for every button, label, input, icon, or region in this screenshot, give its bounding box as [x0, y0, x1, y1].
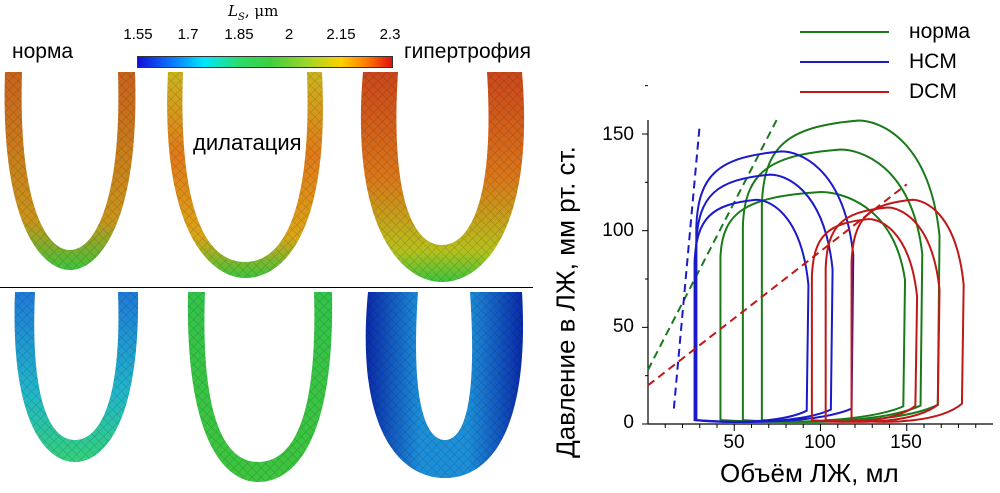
colorbar-tick: 2.15	[326, 26, 356, 43]
heart-normal-bottom	[14, 292, 139, 462]
colorbar	[137, 56, 393, 68]
colorbar-tick: 1.55	[123, 26, 153, 43]
label-normal: норма	[12, 40, 74, 63]
legend-item-hcm: HCM	[800, 50, 957, 74]
heart-dilated-bottom	[187, 292, 333, 482]
legend-label: HCM	[909, 50, 957, 73]
x-tick: 50	[723, 432, 745, 453]
colorbar-title: LS, μm	[228, 2, 279, 23]
legend-line	[800, 61, 889, 63]
y-tick: 150	[602, 124, 634, 145]
pv-loop	[850, 198, 965, 423]
y-axis-label: Давление в ЛЖ, мм рт. ст.	[550, 146, 581, 458]
heart-hypertrophy-bottom	[365, 292, 524, 478]
legend-item-dcm: DCM	[800, 80, 957, 104]
colorbar-tick: 2.3	[379, 26, 401, 43]
pv-loop	[693, 198, 810, 423]
label-dilatation: дилатация	[193, 130, 302, 155]
espvr-line	[647, 183, 908, 387]
x-tick: 100	[804, 432, 836, 453]
pv-loop	[695, 150, 855, 423]
espvr-line	[672, 124, 701, 409]
legend-label: норма	[909, 20, 971, 43]
legend-label: DCM	[909, 80, 957, 103]
colorbar-tick: 1.85	[224, 26, 254, 43]
colorbar-tick: 1.7	[177, 26, 199, 43]
colorbar-tick: 2	[284, 26, 294, 43]
legend-line	[800, 91, 889, 93]
espvr-line	[647, 118, 779, 371]
heart-hypertrophy-top	[360, 72, 525, 282]
x-tick: 150	[890, 432, 922, 453]
pv-loop	[810, 218, 919, 423]
legend-line	[800, 31, 889, 33]
legend-item-norm: норма	[800, 20, 970, 44]
pv-loop	[824, 206, 941, 423]
y-tick: 100	[602, 220, 634, 241]
y-tick: 50	[612, 316, 634, 337]
label-hypertrophy: гипертрофия	[404, 40, 532, 63]
y-tick: 0	[623, 412, 634, 433]
ventricle-models	[4, 72, 525, 482]
row-divider	[0, 287, 533, 288]
heart-normal-top	[4, 72, 136, 270]
x-axis-label: Объём ЛЖ, мл	[720, 458, 899, 488]
